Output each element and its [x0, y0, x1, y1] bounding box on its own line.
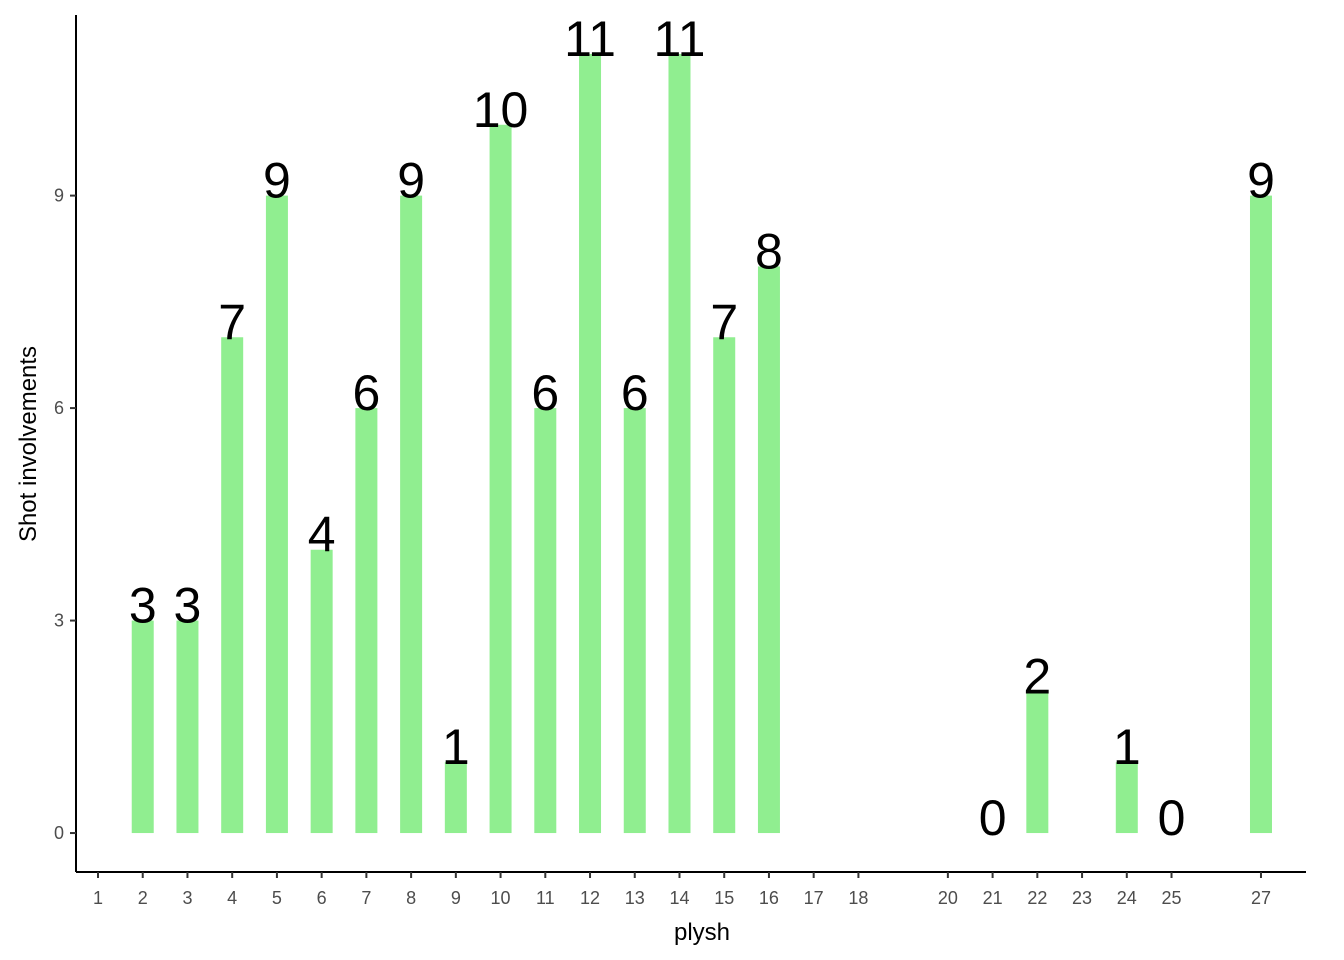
value-label: 4	[308, 507, 336, 563]
bar	[757, 266, 780, 834]
bar	[1115, 762, 1138, 834]
value-label: 6	[352, 365, 380, 421]
y-tick-label: 3	[54, 611, 64, 631]
x-tick-label: 7	[361, 888, 371, 908]
x-tick-label: 1	[93, 888, 103, 908]
x-tick-label: 23	[1072, 888, 1092, 908]
bar	[444, 762, 467, 834]
x-tick-label: 13	[625, 888, 645, 908]
bar	[355, 408, 378, 834]
bar	[668, 53, 691, 834]
x-tick-label: 4	[227, 888, 237, 908]
value-label: 0	[979, 790, 1007, 846]
value-label: 9	[263, 153, 291, 209]
x-tick-label: 6	[317, 888, 327, 908]
bar	[310, 549, 333, 834]
x-tick-label: 22	[1027, 888, 1047, 908]
value-label: 3	[129, 578, 157, 634]
bar	[579, 53, 602, 834]
y-tick-label: 9	[54, 186, 64, 206]
value-label: 9	[397, 153, 425, 209]
bar	[221, 337, 244, 834]
bar	[623, 408, 646, 834]
value-label: 11	[564, 11, 616, 67]
y-tick-label: 0	[54, 823, 64, 843]
bar	[489, 124, 512, 834]
x-tick-label: 8	[406, 888, 416, 908]
value-label: 8	[755, 223, 783, 279]
value-label: 9	[1247, 153, 1275, 209]
x-tick-label: 27	[1251, 888, 1271, 908]
x-tick-label: 5	[272, 888, 282, 908]
x-axis-title: plysh	[674, 919, 730, 946]
x-tick-label: 24	[1117, 888, 1137, 908]
value-label: 1	[442, 719, 470, 775]
bar	[265, 195, 288, 834]
x-tick-label: 14	[669, 888, 689, 908]
x-tick-label: 3	[182, 888, 192, 908]
bar	[1026, 691, 1049, 834]
x-tick-label: 9	[451, 888, 461, 908]
x-tick-label: 12	[580, 888, 600, 908]
x-tick-label: 16	[759, 888, 779, 908]
y-axis-title: Shot involvements	[15, 346, 42, 542]
value-label: 3	[174, 578, 202, 634]
x-tick-label: 21	[983, 888, 1003, 908]
bar	[713, 337, 736, 834]
value-label: 7	[218, 294, 246, 350]
bar	[1249, 195, 1272, 834]
x-tick-label: 2	[138, 888, 148, 908]
x-tick-label: 20	[938, 888, 958, 908]
value-label: 6	[531, 365, 559, 421]
x-tick-label: 17	[804, 888, 824, 908]
value-label: 2	[1023, 648, 1051, 704]
bar	[400, 195, 423, 834]
value-label: 0	[1158, 790, 1186, 846]
x-tick-label: 10	[491, 888, 511, 908]
x-tick-label: 15	[714, 888, 734, 908]
bar	[534, 408, 557, 834]
y-tick-label: 6	[54, 398, 64, 418]
value-label: 7	[710, 294, 738, 350]
x-tick-label: 18	[848, 888, 868, 908]
value-label: 11	[654, 11, 706, 67]
value-label: 10	[473, 82, 529, 138]
value-label: 6	[621, 365, 649, 421]
value-label: 1	[1113, 719, 1141, 775]
x-tick-label: 25	[1162, 888, 1182, 908]
x-tick-label: 11	[536, 888, 555, 908]
bar	[176, 620, 199, 834]
bar	[131, 620, 154, 834]
